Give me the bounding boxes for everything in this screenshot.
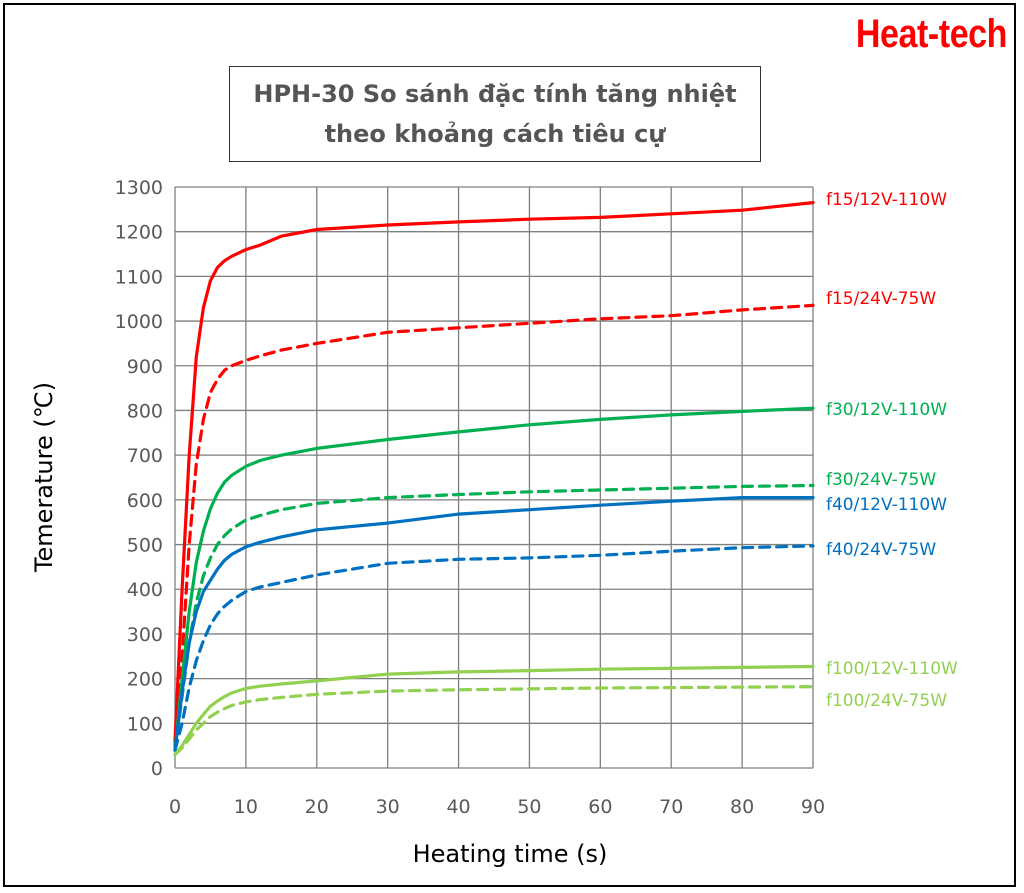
- series-label: f15/12V-110W: [826, 190, 947, 210]
- y-tick-label: 900: [127, 356, 163, 378]
- chart-title-line1: HPH-30 So sánh đặc tính tăng nhiệt: [253, 80, 737, 108]
- y-tick-label: 400: [127, 579, 163, 601]
- series-line: [173, 483, 815, 752]
- series-line: [173, 496, 815, 752]
- x-tick-label: 50: [517, 796, 541, 818]
- x-tick-label: 70: [659, 796, 683, 818]
- x-tick-label: 80: [730, 796, 754, 818]
- chart-title-line2: theo khoảng cách tiêu cự: [324, 120, 666, 148]
- series-line: [173, 664, 815, 757]
- series-label: f100/12V-110W: [826, 659, 958, 679]
- series-line: [173, 303, 815, 748]
- x-tick-label: 90: [801, 796, 825, 818]
- y-tick-label: 0: [151, 758, 163, 780]
- series-line: [173, 544, 815, 752]
- x-tick-label: 20: [305, 796, 329, 818]
- brand-logo: Heat-tech: [855, 12, 1008, 56]
- series-labels: f15/12V-110W f15/24V-75W f30/12V-110W f30/2…: [826, 190, 958, 711]
- y-tick-label: 700: [127, 445, 163, 467]
- y-tick-labels: 0 100 200 300 400 500 600 700 800 900 1000 1100 1200…: [115, 177, 163, 780]
- series-line: [173, 406, 815, 752]
- y-tick-label: 500: [127, 535, 163, 557]
- y-tick-label: 1100: [115, 266, 163, 288]
- x-tick-label: 30: [376, 796, 400, 818]
- series-line: [173, 685, 815, 757]
- grid: [174, 186, 814, 769]
- series-label: f30/24V-75W: [826, 470, 936, 490]
- series-label: f40/24V-75W: [826, 540, 936, 560]
- y-tick-label: 1200: [115, 222, 163, 244]
- x-tick-labels: 0 10 20 30 40 50 60 70 80 90: [169, 796, 825, 818]
- y-tick-label: 800: [127, 400, 163, 422]
- x-axis-label: Heating time (s): [413, 840, 608, 868]
- chart-title: HPH-30 So sánh đặc tính tăng nhiệt theo …: [229, 66, 761, 162]
- x-tick-label: 10: [234, 796, 258, 818]
- y-tick-label: 1000: [115, 311, 163, 333]
- y-tick-label: 600: [127, 490, 163, 512]
- series-label: f30/12V-110W: [826, 400, 947, 420]
- y-tick-label: 1300: [115, 177, 163, 199]
- series-lines: [173, 201, 815, 757]
- series-label: f40/12V-110W: [826, 495, 947, 515]
- y-tick-label: 200: [127, 669, 163, 691]
- series-label: f15/24V-75W: [826, 289, 936, 309]
- series-label: f100/24V-75W: [826, 691, 947, 711]
- series-line: [173, 201, 815, 743]
- y-axis-label: Temerature (℃): [30, 382, 58, 573]
- x-tick-label: 60: [588, 796, 612, 818]
- y-tick-label: 100: [127, 713, 163, 735]
- y-tick-label: 300: [127, 624, 163, 646]
- x-tick-label: 0: [169, 796, 181, 818]
- chart-frame: [3, 3, 1016, 887]
- x-tick-label: 40: [446, 796, 470, 818]
